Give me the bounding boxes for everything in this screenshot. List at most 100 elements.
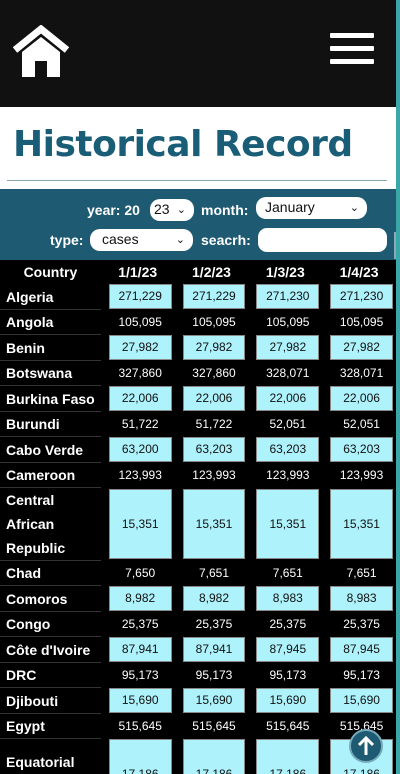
value-cell: 328,071 (322, 361, 396, 386)
country-cell: Botswana (0, 361, 101, 386)
table-row: Cameroon 123,993 123,993 123,993 123,993 (0, 463, 396, 488)
month-label: month: (201, 202, 249, 218)
column-header-country[interactable]: Country (23, 264, 78, 280)
column-header-date[interactable]: 1/3/23 (265, 264, 305, 280)
value-cell: 327,860 (175, 361, 249, 386)
value-cell: 95,173 (248, 663, 322, 688)
value-text: 15,351 (182, 489, 246, 559)
year-value: 23 (154, 201, 170, 217)
value-text: 105,095 (118, 314, 162, 329)
value-cell: 7,650 (101, 561, 175, 586)
value-cell: 63,203 (248, 437, 322, 463)
value-cell: 15,690 (248, 688, 322, 714)
value-cell: 8,983 (248, 586, 322, 612)
value-text: 271,229 (108, 284, 172, 309)
value-cell: 95,173 (175, 663, 249, 688)
country-cell: Djibouti (0, 688, 101, 714)
value-cell: 87,945 (248, 637, 322, 663)
value-text: 123,993 (266, 467, 310, 482)
value-text: 15,351 (330, 489, 393, 559)
column-header-date[interactable]: 1/4/23 (339, 264, 379, 280)
search-label: seacrh: (201, 232, 251, 248)
country-cell: Côte d'Ivoire (0, 637, 101, 663)
table-row: Chad 7,650 7,651 7,651 7,651 (0, 561, 396, 586)
table-row: Burkina Faso 22,006 22,006 22,006 22,006 (0, 386, 396, 412)
value-text: 63,200 (108, 437, 172, 462)
table-row: Angola 105,095 105,095 105,095 105,095 (0, 310, 396, 335)
value-cell: 271,229 (175, 284, 249, 310)
value-cell: 15,351 (322, 488, 396, 561)
value-cell: 271,230 (322, 284, 396, 310)
value-text: 15,690 (256, 688, 320, 713)
value-text: 123,993 (339, 467, 384, 482)
value-text: 22,006 (108, 386, 172, 411)
value-cell: 7,651 (322, 561, 396, 586)
value-cell: 7,651 (175, 561, 249, 586)
value-text: 271,230 (330, 284, 393, 309)
title-section: Historical Record (0, 107, 396, 189)
value-cell: 271,229 (101, 284, 175, 310)
value-text: 7,651 (346, 565, 377, 580)
value-text: 328,071 (339, 365, 384, 380)
value-cell: 123,993 (101, 463, 175, 488)
value-cell: 105,095 (322, 310, 396, 335)
value-text: 87,941 (182, 637, 246, 662)
value-text: 27,982 (256, 335, 320, 360)
value-text: 25,375 (269, 616, 307, 631)
value-text: 51,722 (121, 416, 159, 431)
value-cell: 123,993 (175, 463, 249, 488)
table-row: Algeria 271,229 271,229 271,230 271,230 (0, 284, 396, 310)
country-cell: Central African Republic (0, 488, 101, 561)
column-header-date[interactable]: 1/2/23 (192, 264, 231, 280)
type-select[interactable]: cases ⌄ (90, 229, 193, 251)
table-row: Egypt 515,645 515,645 515,645 515,645 (0, 714, 396, 739)
value-cell: 8,982 (101, 586, 175, 612)
value-cell: 22,006 (322, 386, 396, 412)
value-text: 27,982 (182, 335, 246, 360)
value-cell: 95,173 (322, 663, 396, 688)
scrollbar-thumb[interactable] (394, 232, 396, 259)
value-cell: 87,941 (101, 637, 175, 663)
scroll-to-top-button[interactable] (349, 729, 383, 763)
table-row: Comoros 8,982 8,982 8,983 8,983 (0, 586, 396, 612)
column-header-date[interactable]: 1/1/23 (118, 264, 158, 280)
country-cell: Egypt (0, 714, 101, 739)
value-text: 123,993 (192, 467, 236, 482)
value-cell: 27,982 (175, 335, 249, 361)
value-cell: 515,645 (101, 714, 175, 739)
table-row: Cabo Verde 63,200 63,203 63,203 63,203 (0, 437, 396, 463)
value-cell: 22,006 (175, 386, 249, 412)
value-text: 271,230 (256, 284, 320, 309)
value-text: 8,983 (256, 586, 320, 611)
value-text: 63,203 (256, 437, 320, 462)
value-text: 87,941 (108, 637, 172, 662)
home-button[interactable] (11, 24, 71, 79)
value-text: 327,860 (192, 365, 236, 380)
table-row: DRC 95,173 95,173 95,173 95,173 (0, 663, 396, 688)
page-edge (396, 0, 400, 774)
value-text: 22,006 (182, 386, 246, 411)
value-cell: 52,051 (322, 412, 396, 437)
search-input[interactable] (258, 228, 387, 252)
value-cell: 328,071 (248, 361, 322, 386)
value-cell: 95,173 (101, 663, 175, 688)
value-cell: 271,230 (248, 284, 322, 310)
value-cell: 27,982 (101, 335, 175, 361)
month-select[interactable]: January ⌄ (256, 197, 367, 219)
year-select[interactable]: 23 ⌄ (150, 199, 194, 221)
hamburger-menu-icon (330, 33, 374, 38)
value-cell: 25,375 (101, 612, 175, 637)
hamburger-menu-button[interactable] (330, 33, 374, 65)
value-cell: 15,690 (322, 688, 396, 714)
value-text: 87,945 (330, 637, 393, 662)
value-cell: 515,645 (322, 714, 396, 739)
value-cell: 15,351 (248, 488, 322, 561)
value-text: 105,095 (266, 314, 310, 329)
country-cell: Cabo Verde (0, 437, 101, 463)
table-row: Congo 25,375 25,375 25,375 25,375 (0, 612, 396, 637)
country-cell: Cameroon (0, 463, 101, 488)
value-text: 95,173 (343, 667, 380, 682)
value-text: 27,982 (108, 335, 172, 360)
data-table-container[interactable]: Country 1/1/23 1/2/23 1/3/23 1/4/23 Alge… (0, 260, 396, 774)
value-cell: 27,982 (322, 335, 396, 361)
